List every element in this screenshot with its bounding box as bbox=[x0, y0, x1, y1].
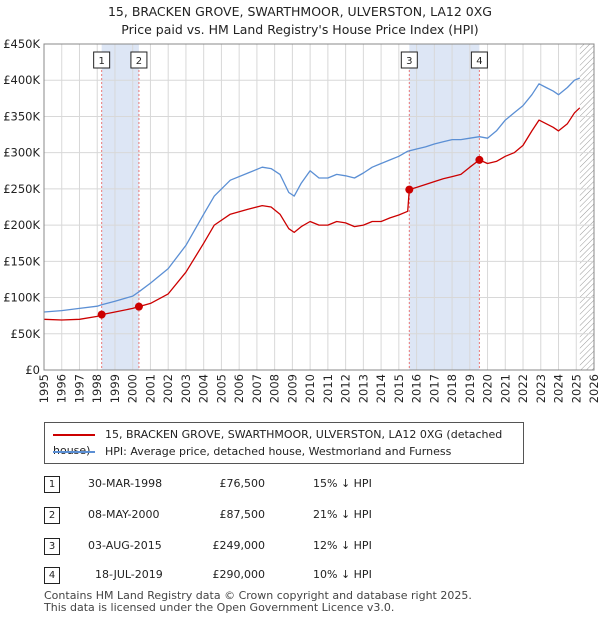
sale-point bbox=[475, 155, 484, 164]
marker-badge-label: 1 bbox=[98, 56, 104, 67]
x-tick-label: 1997 bbox=[72, 374, 86, 403]
marker-badge-box bbox=[130, 51, 148, 69]
x-tick-label: 2007 bbox=[250, 374, 264, 403]
hatched-region bbox=[579, 44, 594, 370]
sale-point bbox=[405, 185, 414, 194]
x-tick-label: 2017 bbox=[427, 374, 441, 403]
y-tick-label: £200K bbox=[3, 218, 40, 232]
x-tick-label: 2023 bbox=[534, 374, 548, 403]
y-tick-label: £350K bbox=[3, 109, 40, 123]
x-tick-label: 2001 bbox=[143, 374, 157, 403]
sale-hpi-diff: 15% ↓ HPI bbox=[313, 477, 372, 490]
x-tick-label: 2010 bbox=[303, 374, 317, 403]
x-tick-label: 2019 bbox=[463, 374, 477, 403]
sale-number-badge: 1 bbox=[44, 476, 60, 493]
shaded-range bbox=[101, 44, 139, 370]
shaded-range bbox=[409, 44, 480, 370]
sale-price: £249,000 bbox=[212, 539, 266, 552]
sale-number-badge: 2 bbox=[44, 507, 60, 524]
sale-date: 30-MAR-1998 bbox=[88, 477, 163, 490]
marker-badge-label: 3 bbox=[406, 56, 412, 67]
legend-label-hpi: HPI: Average price, detached house, West… bbox=[105, 445, 452, 458]
sale-row: 3 03-AUG-2015 £249,000 12% ↓ HPI bbox=[0, 538, 600, 556]
x-tick-label: 2025 bbox=[569, 374, 583, 403]
sale-hpi-diff: 12% ↓ HPI bbox=[313, 539, 372, 552]
y-tick-label: £400K bbox=[3, 73, 40, 87]
x-tick-label: 1996 bbox=[55, 374, 69, 403]
x-tick-label: 2016 bbox=[410, 374, 424, 403]
legend-swatch-property bbox=[53, 434, 95, 436]
x-tick-label: 2008 bbox=[268, 374, 282, 403]
y-tick-label: £50K bbox=[11, 327, 41, 341]
x-tick-label: 2026 bbox=[587, 374, 600, 403]
x-tick-label: 2004 bbox=[197, 374, 211, 403]
footer-copyright: Contains HM Land Registry data © Crown c… bbox=[44, 589, 472, 602]
x-tick-label: 2024 bbox=[552, 374, 566, 403]
sale-price: £290,000 bbox=[212, 568, 266, 581]
y-tick-label: £100K bbox=[3, 291, 40, 305]
marker-badge-box bbox=[400, 51, 418, 69]
sale-row: 1 30-MAR-1998 £76,500 15% ↓ HPI bbox=[0, 476, 600, 494]
sale-point bbox=[97, 310, 106, 319]
series-line-hpi bbox=[43, 77, 581, 313]
legend-label-property: 15, BRACKEN GROVE, SWARTHMOOR, ULVERSTON… bbox=[53, 428, 503, 457]
legend-swatch-hpi bbox=[53, 451, 95, 453]
marker-badge-label: 2 bbox=[136, 56, 142, 67]
sale-point bbox=[134, 302, 143, 311]
y-tick-label: £300K bbox=[3, 146, 40, 160]
x-tick-label: 2015 bbox=[392, 374, 406, 403]
sale-date: 08-MAY-2000 bbox=[88, 508, 160, 521]
sale-row: 4 18-JUL-2019 £290,000 10% ↓ HPI bbox=[0, 567, 600, 585]
sale-date: 03-AUG-2015 bbox=[88, 539, 162, 552]
x-tick-label: 2014 bbox=[374, 374, 388, 403]
x-tick-label: 2020 bbox=[481, 374, 495, 403]
legend-item-hpi: HPI: Average price, detached house, West… bbox=[53, 444, 451, 460]
x-tick-label: 2021 bbox=[498, 374, 512, 403]
sale-date: 18-JUL-2019 bbox=[95, 568, 163, 581]
y-tick-label: £250K bbox=[3, 182, 40, 196]
sale-hpi-diff: 21% ↓ HPI bbox=[313, 508, 372, 521]
sale-number-badge: 3 bbox=[44, 538, 60, 555]
sale-row: 2 08-MAY-2000 £87,500 21% ↓ HPI bbox=[0, 507, 600, 525]
x-tick-label: 2011 bbox=[321, 374, 335, 403]
x-tick-label: 2003 bbox=[179, 374, 193, 403]
x-tick-label: 2018 bbox=[445, 374, 459, 403]
sale-price: £87,500 bbox=[219, 508, 266, 521]
x-tick-label: 2005 bbox=[214, 374, 228, 403]
x-tick-label: 1995 bbox=[37, 374, 51, 403]
series-line-property bbox=[43, 107, 581, 321]
chart-title: 15, BRACKEN GROVE, SWARTHMOOR, ULVERSTON… bbox=[107, 4, 492, 19]
sale-price: £76,500 bbox=[219, 477, 266, 490]
price-chart: 1 2 3 4 £0 £50K £100K £150K £200K £250K £300K £350… bbox=[3, 37, 600, 403]
y-tick-label: £150K bbox=[3, 254, 40, 268]
sale-hpi-diff: 10% ↓ HPI bbox=[313, 568, 372, 581]
marker-badge-box bbox=[470, 51, 488, 69]
x-tick-label: 2002 bbox=[161, 374, 175, 403]
x-tick-label: 2006 bbox=[232, 374, 246, 403]
x-tick-label: 2013 bbox=[356, 374, 370, 403]
legend: 15, BRACKEN GROVE, SWARTHMOOR, ULVERSTON… bbox=[44, 422, 524, 464]
x-tick-label: 2009 bbox=[285, 374, 299, 403]
y-tick-label: £450K bbox=[3, 37, 40, 51]
x-tick-label: 1998 bbox=[90, 374, 104, 403]
x-tick-label: 2000 bbox=[126, 374, 140, 403]
marker-badge-label: 4 bbox=[476, 56, 482, 67]
x-tick-label: 2022 bbox=[516, 374, 530, 403]
sale-number-badge: 4 bbox=[44, 567, 60, 584]
plot-frame bbox=[43, 43, 595, 371]
chart-subtitle: Price paid vs. HM Land Registry's House … bbox=[121, 22, 479, 37]
y-tick-label: £0 bbox=[25, 363, 40, 377]
x-tick-label: 2012 bbox=[339, 374, 353, 403]
legend-item-property: 15, BRACKEN GROVE, SWARTHMOOR, ULVERSTON… bbox=[53, 427, 523, 457]
x-tick-label: 1999 bbox=[108, 374, 122, 403]
marker-badge-box bbox=[93, 51, 111, 69]
footer-licence: This data is licensed under the Open Gov… bbox=[44, 601, 395, 614]
